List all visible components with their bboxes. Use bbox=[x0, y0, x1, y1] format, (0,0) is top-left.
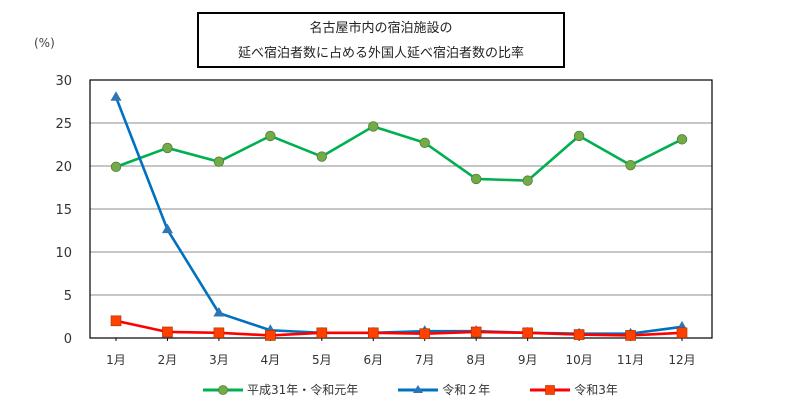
x-tick-label: 12月 bbox=[668, 353, 695, 367]
series-line bbox=[114, 96, 683, 336]
data-point-square bbox=[573, 329, 585, 340]
y-tick-label: 10 bbox=[55, 246, 72, 261]
plot-area bbox=[89, 79, 713, 339]
legend: 平成31年・令和元年 令和２年 令和3年 bbox=[203, 381, 618, 398]
data-point-square bbox=[676, 327, 688, 339]
legend-circle-marker-icon bbox=[203, 384, 243, 395]
legend-item-2021: 令和3年 bbox=[530, 381, 618, 398]
data-point-circle bbox=[316, 151, 328, 162]
y-tick-label: 5 bbox=[64, 289, 72, 304]
x-tick-label: 4月 bbox=[261, 353, 281, 367]
data-point-triangle bbox=[110, 91, 122, 101]
legend-item-2020: 令和２年 bbox=[398, 381, 490, 398]
x-tick-label: 11月 bbox=[617, 353, 644, 367]
chart-title: 名古屋市内の宿泊施設の 延べ宿泊者数に占める外国人延べ宿泊者数の比率 bbox=[197, 12, 565, 68]
data-point-square bbox=[419, 328, 431, 340]
data-point-square bbox=[522, 327, 533, 339]
y-axis-unit: (%) bbox=[34, 36, 55, 50]
x-tick-label: 2月 bbox=[158, 353, 178, 367]
x-tick-label: 6月 bbox=[363, 353, 383, 367]
x-tick-label: 1月 bbox=[106, 353, 126, 367]
x-tick-label: 5月 bbox=[312, 353, 332, 367]
data-point-circle bbox=[213, 156, 225, 167]
data-point-circle bbox=[162, 142, 173, 154]
chart-title-line-1: 名古屋市内の宿泊施設の bbox=[309, 21, 453, 36]
data-point-square bbox=[213, 327, 225, 339]
chart-title-line-2: 延べ宿泊者数に占める外国人延べ宿泊者数の比率 bbox=[237, 46, 524, 61]
legend-label-2021: 令和3年 bbox=[574, 383, 618, 397]
x-tick-label: 7月 bbox=[415, 353, 435, 367]
legend-triangle-marker-icon bbox=[398, 384, 439, 393]
data-point-circle bbox=[470, 173, 482, 185]
y-tick-label: 25 bbox=[55, 117, 72, 132]
y-tick-label: 20 bbox=[55, 160, 72, 175]
data-point-square bbox=[265, 330, 276, 341]
data-point-square bbox=[316, 327, 328, 339]
data-point-circle bbox=[573, 130, 585, 142]
data-point-square bbox=[625, 330, 636, 341]
data-point-square bbox=[110, 315, 122, 327]
x-tick-label: 8月 bbox=[466, 353, 486, 367]
data-point-square bbox=[162, 326, 173, 338]
data-point-circle bbox=[265, 130, 276, 142]
legend-label-2019: 平成31年・令和元年 bbox=[247, 383, 359, 397]
data-point-circle bbox=[676, 134, 688, 145]
data-point-square bbox=[470, 326, 482, 338]
y-tick-label: 30 bbox=[55, 74, 72, 89]
series-line bbox=[115, 125, 683, 182]
data-point-triangle bbox=[213, 307, 225, 317]
data-point-triangle bbox=[161, 223, 173, 234]
legend-label-2020: 令和２年 bbox=[442, 383, 491, 397]
data-point-circle bbox=[368, 121, 379, 132]
legend-item-2019: 平成31年・令和元年 bbox=[203, 381, 358, 398]
x-tick-label: 10月 bbox=[565, 353, 592, 367]
x-tick-label: 9月 bbox=[518, 353, 538, 367]
series-line bbox=[115, 319, 683, 337]
data-point-circle bbox=[419, 137, 430, 148]
data-point-square bbox=[367, 327, 379, 339]
legend-square-marker-icon bbox=[530, 384, 571, 395]
data-point-circle bbox=[110, 161, 122, 173]
data-point-circle bbox=[625, 159, 636, 171]
y-tick-label: 15 bbox=[55, 203, 72, 218]
x-tick-label: 3月 bbox=[209, 353, 229, 367]
y-tick-label: 0 bbox=[64, 332, 72, 347]
data-point-circle bbox=[522, 175, 533, 186]
